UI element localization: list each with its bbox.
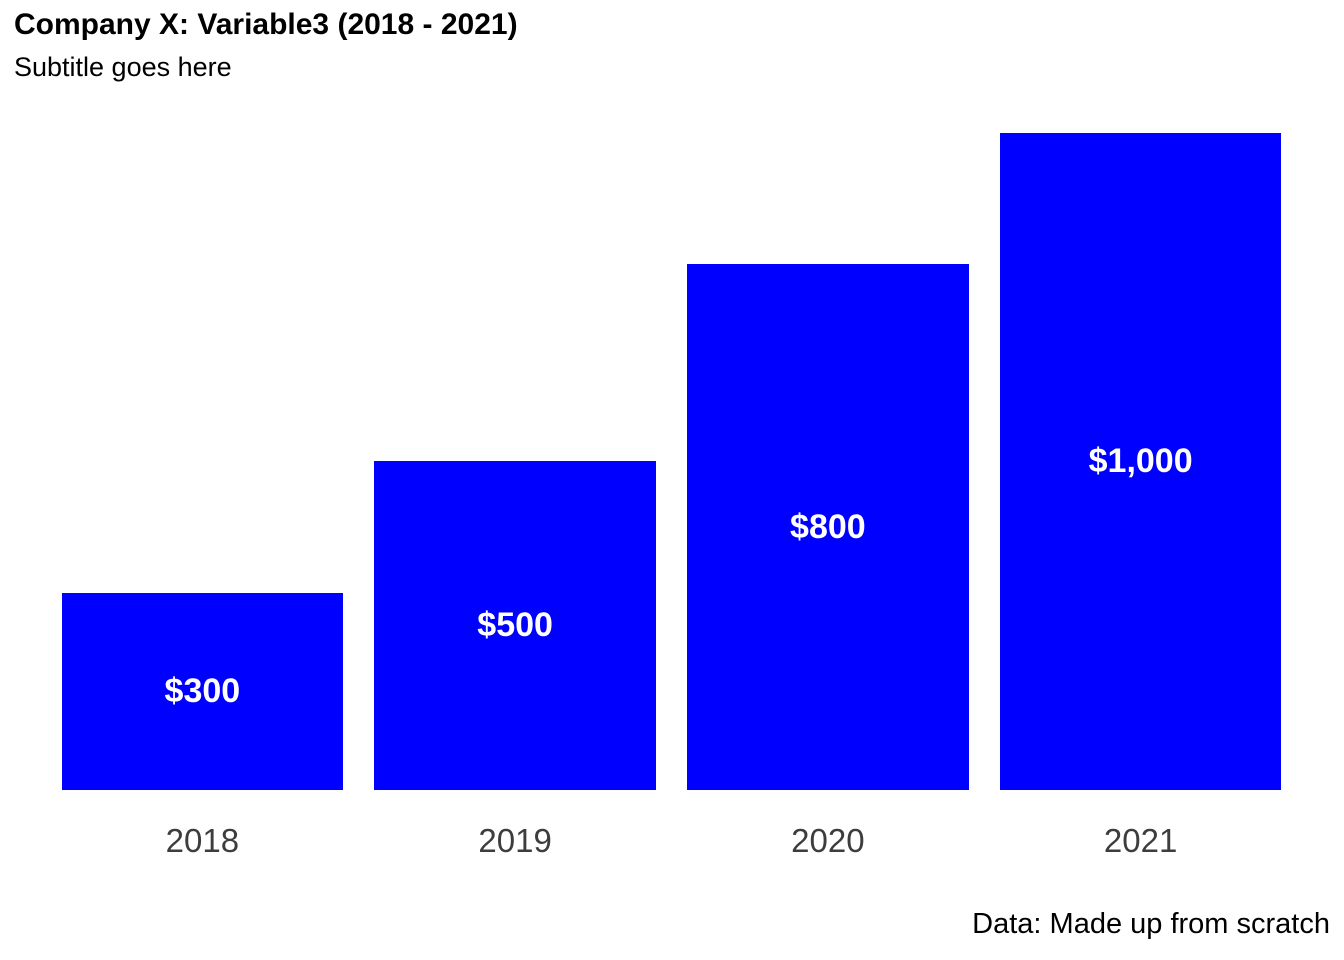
x-tick-label-2021: 2021 xyxy=(1103,822,1178,859)
bar-value-label-2019: $500 xyxy=(477,606,553,645)
x-tick-label-2018: 2018 xyxy=(165,822,240,859)
bar-slot-2021: $1,000 xyxy=(984,100,1297,790)
bar-2021: $1,000 xyxy=(999,132,1282,790)
bar-slot-2019: $500 xyxy=(359,100,672,790)
bar-2019: $500 xyxy=(374,461,656,790)
bar-slot-2018: $300 xyxy=(46,100,359,790)
bar-2020: $800 xyxy=(687,264,969,790)
bar-value-label-2020: $800 xyxy=(790,507,866,546)
chart-subtitle: Subtitle goes here xyxy=(14,52,232,82)
chart-title: Company X: Variable3 (2018 - 2021) xyxy=(14,8,518,41)
bar-slot-2020: $800 xyxy=(672,100,985,790)
chart-caption: Data: Made up from scratch xyxy=(972,908,1330,940)
bar-2018: $300 xyxy=(61,592,344,790)
x-tick-label-2020: 2020 xyxy=(791,822,865,859)
x-tick-label-2019: 2019 xyxy=(478,822,552,859)
bar-value-label-2021: $1,000 xyxy=(1088,441,1193,480)
x-axis: 2018 2019 2020 2021 xyxy=(46,790,1297,860)
bar-value-label-2018: $300 xyxy=(164,671,241,710)
plot-panel: $300 $500 $800 $1,000 xyxy=(46,100,1297,790)
